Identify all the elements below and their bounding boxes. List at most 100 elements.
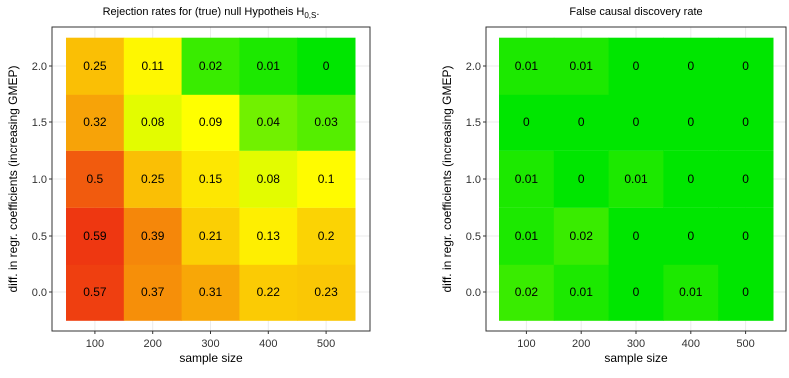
heatmap-cell [663, 263, 719, 321]
heatmap-cell [239, 93, 298, 151]
heatmap-cell [239, 150, 298, 208]
cell-value-label: 0 [742, 115, 749, 129]
cell-value-label: 0.31 [199, 285, 223, 299]
heatmap-cell [663, 37, 719, 95]
cell-value-label: 0.01 [624, 172, 648, 186]
cell-value-label: 0.01 [515, 59, 539, 73]
heatmap-cell [181, 207, 240, 265]
heatmap-cell [66, 207, 125, 265]
cell-value-label: 0.1 [318, 172, 335, 186]
y-tick-label: 1.0 [32, 174, 47, 186]
heatmap-cell [297, 263, 356, 321]
cell-value-label: 0.23 [314, 285, 338, 299]
x-axis-label: sample size [179, 351, 243, 365]
cell-value-label: 0.01 [570, 59, 594, 73]
cell-value-label: 0 [742, 229, 749, 243]
cell-value-label: 0 [687, 59, 694, 73]
x-tick-label: 500 [736, 338, 754, 350]
cell-value-label: 0.5 [87, 172, 104, 186]
heatmap-cell [181, 93, 240, 151]
heatmap-cell [663, 150, 719, 208]
heatmap-cell [608, 263, 664, 321]
cell-value-label: 0 [578, 172, 585, 186]
x-tick-label: 200 [144, 338, 162, 350]
heatmap-cell [123, 263, 183, 321]
heatmap-cell [499, 37, 555, 95]
chart-title: Rejection rates for (true) null Hypothei… [103, 6, 320, 20]
y-tick-label: 0.5 [466, 231, 481, 243]
cell-value-label: 0.59 [83, 229, 107, 243]
cell-value-label: 0.04 [257, 115, 281, 129]
heatmap-cell [239, 37, 298, 95]
heatmap-cell [499, 93, 555, 151]
x-axis-label: sample size [604, 351, 668, 365]
heatmap-cell [553, 263, 610, 321]
cell-value-label: 0.15 [199, 172, 223, 186]
heatmap-panel-2: 0.02 0.01 0 0.01 00.01 0.02 0 0 00.01 0 0.01 0 00 0 0 0… [440, 6, 787, 365]
y-tick-label: 0.0 [32, 287, 47, 299]
cell-value-label: 0.01 [570, 285, 594, 299]
heatmap-cell [718, 93, 774, 151]
cell-value-label: 0.37 [141, 285, 165, 299]
cell-value-label: 0.01 [679, 285, 703, 299]
cell-value-label: 0 [742, 172, 749, 186]
heatmap-cell [553, 37, 610, 95]
heatmap-panel-1: 0.57 0.37 0.31 0.22 0.230.59 0.39 0.21 0.13 0.20… [6, 6, 371, 365]
x-tick-label: 100 [86, 338, 104, 350]
cell-value-label: 0.11 [141, 59, 164, 73]
heatmap-cell [499, 150, 555, 208]
cell-value-label: 0.57 [83, 285, 107, 299]
cell-value-label: 0.02 [570, 229, 594, 243]
heatmap-cell [239, 263, 298, 321]
x-tick-label: 200 [572, 338, 590, 350]
cell-value-label: 0 [323, 59, 330, 73]
cell-value-label: 0.21 [199, 229, 223, 243]
cell-value-label: 0.13 [257, 229, 281, 243]
y-tick-label: 2.0 [32, 61, 47, 73]
y-tick-label: 1.5 [32, 117, 47, 129]
heatmap-cell [66, 150, 125, 208]
cell-value-label: 0 [742, 285, 749, 299]
cell-value-label: 0.2 [318, 229, 335, 243]
y-tick-label: 1.5 [466, 117, 481, 129]
heatmap-cell [297, 150, 356, 208]
cell-value-label: 0 [578, 115, 585, 129]
y-axis-label: diff. in regr. coefficients (increasing … [6, 66, 20, 293]
heatmap-cell [553, 93, 610, 151]
heatmap-cell [718, 150, 774, 208]
y-tick-label: 1.0 [466, 174, 481, 186]
x-tick-label: 100 [517, 338, 535, 350]
cell-value-label: 0.32 [83, 115, 107, 129]
heatmap-cell [66, 263, 125, 321]
heatmap-cell [297, 207, 356, 265]
heatmap-cell [718, 37, 774, 95]
x-tick-label: 300 [627, 338, 645, 350]
y-axis-label: diff. in regr. coefficients (increasing … [440, 66, 454, 293]
cell-value-label: 0.09 [199, 115, 223, 129]
cell-value-label: 0 [742, 59, 749, 73]
cell-value-label: 0.08 [141, 115, 165, 129]
heatmap-cell [181, 263, 240, 321]
cell-value-label: 0.02 [199, 59, 223, 73]
heatmap-cell [181, 150, 240, 208]
cell-value-label: 0.25 [83, 59, 107, 73]
heatmap-cell [66, 37, 125, 95]
x-tick-label: 400 [259, 338, 277, 350]
heatmap-cell [663, 207, 719, 265]
cell-value-label: 0 [633, 59, 640, 73]
y-tick-label: 0.5 [32, 231, 47, 243]
heatmap-cell [553, 150, 610, 208]
cell-value-label: 0 [633, 229, 640, 243]
chart-title-main: Rejection rates for (true) null Hypothei… [103, 6, 305, 18]
heatmap-cell [553, 207, 610, 265]
heatmap-cell [123, 37, 183, 95]
cell-value-label: 0.02 [515, 285, 539, 299]
x-tick-label: 500 [317, 338, 335, 350]
heatmap-cell [608, 150, 664, 208]
cell-value-label: 0.03 [314, 115, 338, 129]
chart-title: False causal discovery rate [569, 6, 702, 18]
cell-value-label: 0.22 [257, 285, 281, 299]
heatmap-cell [181, 37, 240, 95]
